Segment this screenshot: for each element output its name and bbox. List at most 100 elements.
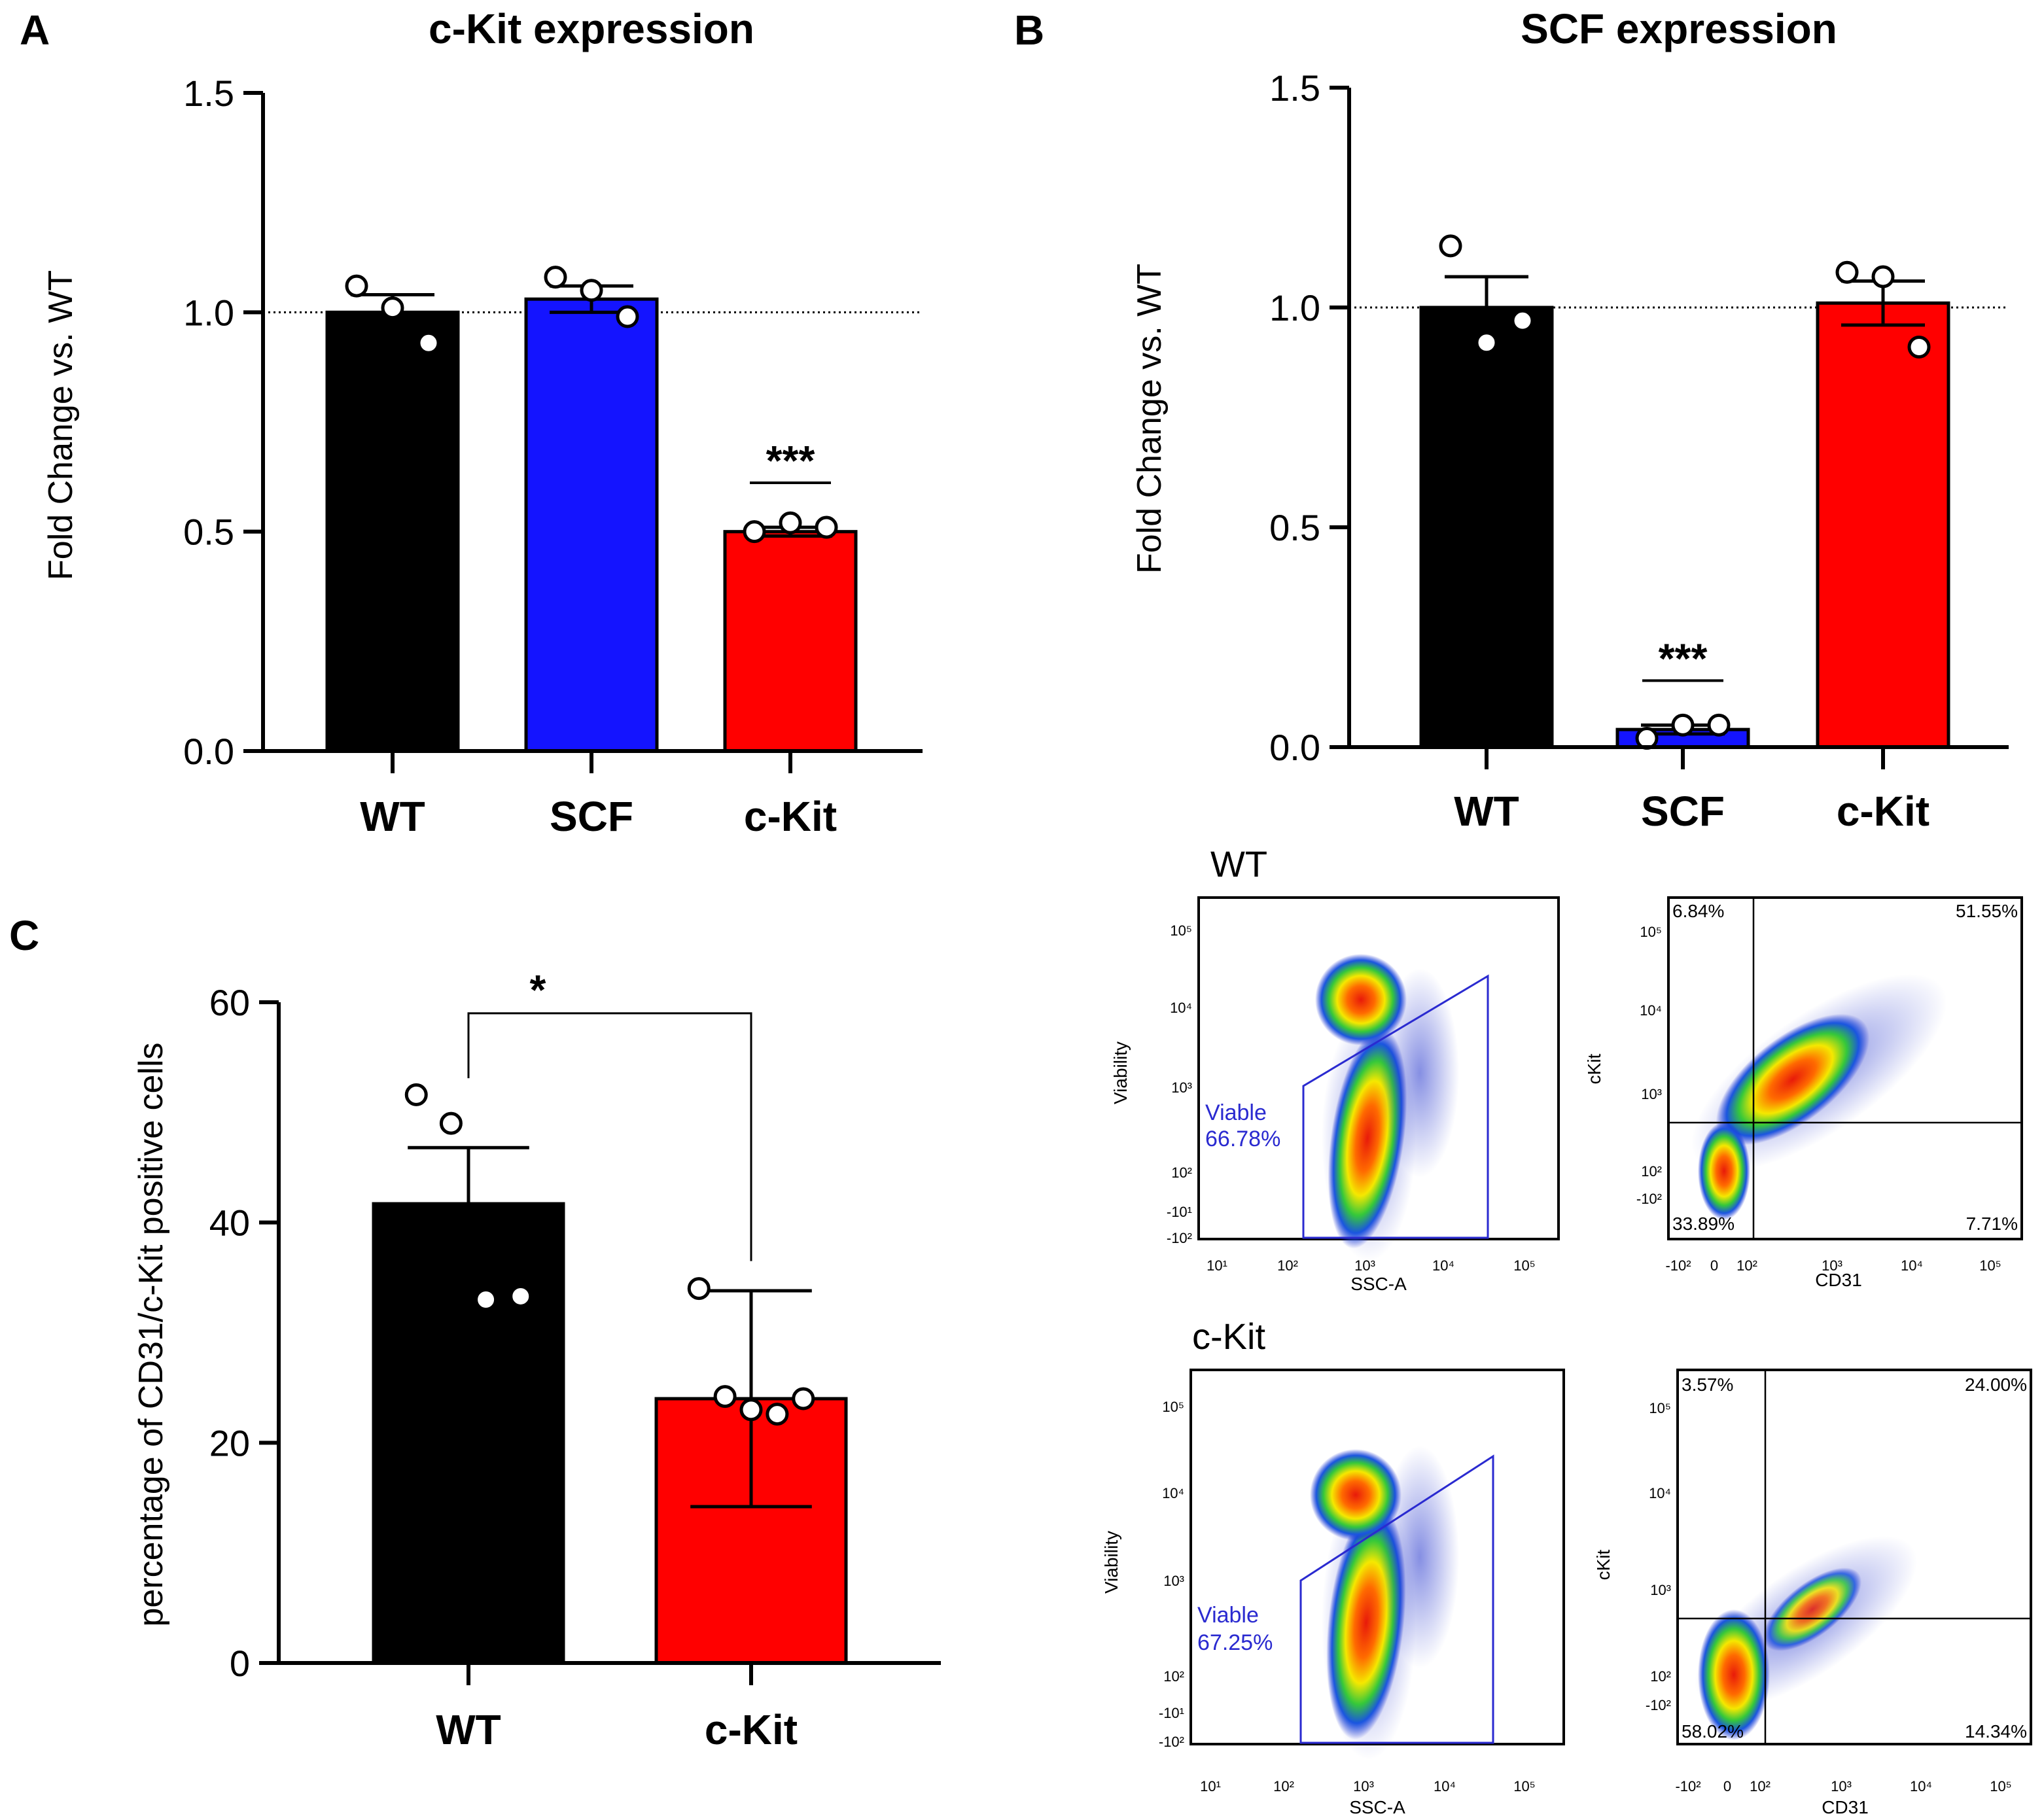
data-point	[815, 516, 838, 539]
y-axis-label: cKit	[1593, 1549, 1613, 1580]
viable-gate-percent: 66.78%	[1205, 1127, 1280, 1151]
flow-ckit-viability-plot: Viable 67.25% Viability SSC-A 10¹ 10² 10…	[1101, 1369, 1565, 1817]
x-tick: 10⁴	[1434, 1778, 1456, 1794]
y-tick: 10³	[1641, 1086, 1662, 1102]
data-point	[404, 1083, 428, 1106]
viable-gate-percent: 67.25%	[1197, 1630, 1273, 1655]
x-tick: 10²	[1277, 1257, 1298, 1274]
data-point	[345, 274, 368, 298]
y-tick: 10⁴	[1170, 1000, 1192, 1016]
y-tick: 10²	[1650, 1668, 1671, 1685]
chart-a: c-Kit expression Fold Change vs. WT 0.0 0.5…	[42, 5, 923, 840]
quadrant-ur: 24.00%	[1965, 1374, 2027, 1395]
data-point	[417, 331, 440, 355]
y-tick: -10²	[1636, 1191, 1662, 1207]
data-point	[792, 1387, 815, 1410]
x-tick: 10⁵	[1979, 1257, 2001, 1274]
y-tick-label: 0.5	[1269, 507, 1320, 548]
y-tick: 10²	[1163, 1668, 1184, 1685]
x-tick: 0	[1710, 1257, 1718, 1274]
density-cluster-dead	[1315, 954, 1407, 1045]
x-category-label: WT	[360, 793, 425, 840]
y-tick-label: 1.5	[1269, 67, 1320, 109]
data-point	[580, 279, 603, 302]
x-axis-label: CD31	[1822, 1797, 1869, 1817]
x-tick: -10²	[1675, 1778, 1700, 1794]
y-tick: -10¹	[1167, 1204, 1192, 1220]
x-tick: 10⁵	[1990, 1778, 2012, 1794]
significance-stars: ***	[766, 437, 815, 484]
chart-b: SCF expression Fold Change vs. WT 0.0 0.5 1.…	[1131, 5, 2009, 835]
data-point	[1871, 265, 1895, 289]
bar	[723, 530, 858, 753]
y-tick: 10³	[1171, 1079, 1192, 1096]
x-tick: 10⁴	[1910, 1778, 1932, 1794]
y-tick-label: 1.0	[1269, 287, 1320, 328]
data-point	[1907, 335, 1931, 359]
flow-wt-quadrant-plot: 6.84% 51.55% 33.89% 7.71% cKit CD31 -10²…	[1584, 896, 2023, 1290]
y-axis-label: percentage of CD31/c-Kit positive cells	[132, 1042, 170, 1626]
data-point	[687, 1277, 711, 1301]
y-tick: 10⁴	[1640, 1002, 1662, 1019]
panel-letter-a: A	[20, 7, 50, 54]
x-ticks: 10¹ 10² 10³ 10⁴ 10⁵	[1207, 1257, 1536, 1274]
chart-c: percentage of CD31/c-Kit positive cells 0…	[132, 966, 941, 1753]
viable-gate	[1299, 1454, 1494, 1744]
x-tick: 10⁵	[1513, 1257, 1536, 1274]
y-tick: 10⁵	[1640, 924, 1662, 940]
data-point	[439, 1111, 463, 1135]
y-axis-label: Viability	[1101, 1531, 1121, 1594]
x-tick: 10²	[1273, 1778, 1294, 1794]
panel-letter-b: B	[1014, 7, 1044, 54]
data-point	[616, 305, 639, 328]
x-tick: 10²	[1750, 1778, 1771, 1794]
data-point	[743, 520, 766, 544]
density-cluster-double-negative	[1698, 1122, 1750, 1220]
y-tick: 10⁵	[1162, 1399, 1184, 1415]
y-tick: -10¹	[1159, 1705, 1184, 1721]
quadrant-ul: 3.57%	[1682, 1374, 1733, 1395]
significance-bracket	[467, 1012, 752, 1261]
quadrant-lr: 7.71%	[1966, 1214, 2018, 1234]
x-ticks: 10¹ 10² 10³ 10⁴ 10⁵	[1200, 1778, 1536, 1794]
chart-title: c-Kit expression	[429, 5, 754, 52]
x-tick: 10⁴	[1901, 1257, 1923, 1274]
flow-wt-label: WT	[1210, 843, 1267, 884]
y-ticks: -10² 10² 10³ 10⁴ 10⁵	[1646, 1400, 1671, 1713]
y-axis-label: Fold Change vs. WT	[1131, 264, 1169, 574]
y-tick-label: 0.0	[183, 731, 234, 772]
data-point	[766, 1403, 789, 1426]
density-scatter	[1381, 1446, 1459, 1668]
y-tick-label: 1.0	[183, 292, 234, 333]
bar	[524, 297, 659, 753]
density-cluster-double-positive	[1763, 1567, 1862, 1651]
y-tick-label: 0.5	[183, 512, 234, 553]
y-tick: 10⁵	[1170, 922, 1192, 939]
data-point	[1475, 331, 1498, 355]
y-tick: 10⁵	[1649, 1400, 1671, 1416]
data-point	[779, 511, 802, 534]
flow-wt-viability-plot: Viable 66.78% Viability SSC-A 10¹ 10² 10…	[1110, 896, 1560, 1294]
density-cluster-double-negative	[1698, 1609, 1770, 1740]
x-category-label: c-Kit	[705, 1706, 798, 1753]
x-category-label: SCF	[1641, 788, 1725, 835]
x-tick: 10³	[1354, 1257, 1375, 1274]
quadrant-ll: 33.89%	[1672, 1214, 1735, 1234]
x-tick: 10⁴	[1432, 1257, 1454, 1274]
x-category-label: c-Kit	[744, 793, 837, 840]
x-category-label: c-Kit	[1837, 788, 1929, 835]
y-axis-label: cKit	[1584, 1053, 1604, 1084]
density-cluster-dead	[1310, 1449, 1401, 1541]
significance-stars: ***	[1659, 635, 1708, 682]
x-tick: 0	[1723, 1778, 1731, 1794]
x-tick: 10²	[1736, 1257, 1757, 1274]
y-tick-label: 0.0	[1269, 727, 1320, 768]
quadrant-ul: 6.84%	[1672, 901, 1724, 921]
x-category-label: SCF	[550, 793, 633, 840]
data-point	[1439, 234, 1462, 258]
data-point	[1511, 309, 1534, 332]
y-tick: -10²	[1646, 1697, 1671, 1713]
y-tick-label: 40	[209, 1202, 250, 1244]
y-tick-label: 1.5	[183, 73, 234, 114]
